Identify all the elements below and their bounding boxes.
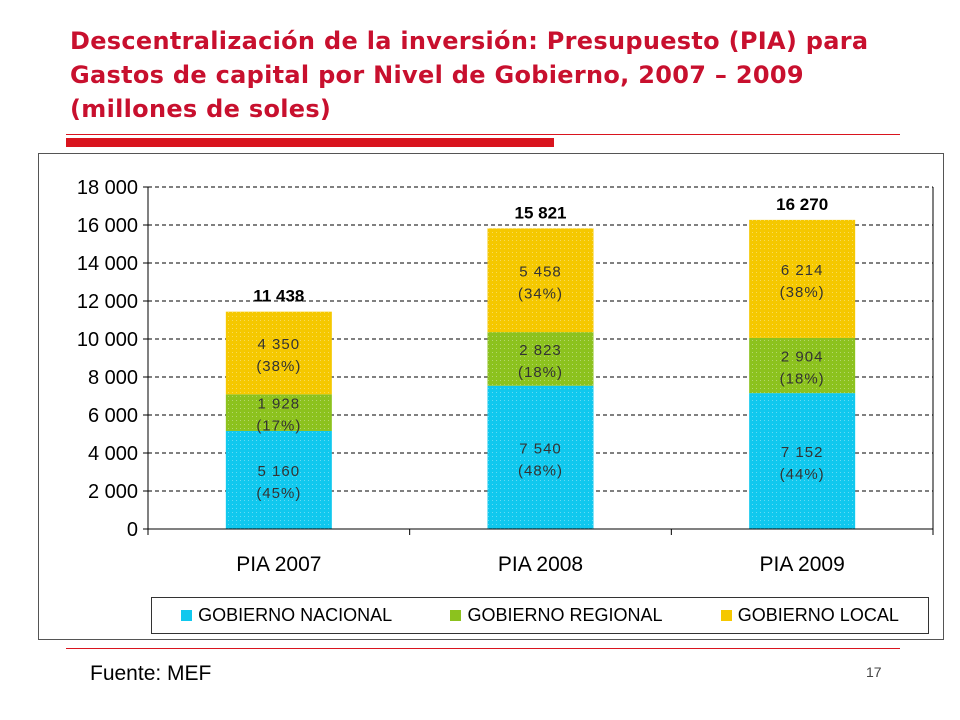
source-note: Fuente: MEF bbox=[90, 662, 212, 685]
data-label-share: (38%) bbox=[256, 358, 301, 375]
title-underline-thin bbox=[66, 134, 900, 135]
legend-label-regional: GOBIERNO REGIONAL bbox=[467, 605, 663, 625]
legend-swatch-nacional bbox=[181, 610, 193, 621]
bar-total-label: 16 270 bbox=[776, 195, 828, 214]
legend-item-local: GOBIERNO LOCAL bbox=[720, 605, 899, 626]
data-label-value: 5 160 bbox=[258, 463, 301, 480]
y-tick-label: 18 000 bbox=[77, 177, 138, 199]
bar-segment-texture bbox=[749, 337, 856, 394]
data-label-share: (45%) bbox=[256, 485, 301, 502]
x-tick-label: PIA 2007 bbox=[236, 553, 321, 576]
data-label-share: (34%) bbox=[518, 285, 563, 302]
footer-rule bbox=[66, 648, 900, 649]
x-tick-label: PIA 2009 bbox=[760, 553, 845, 576]
x-tick-label: PIA 2008 bbox=[498, 553, 583, 576]
y-tick-label: 0 bbox=[127, 519, 138, 541]
data-label-share: (44%) bbox=[780, 466, 825, 483]
data-label-value: 2 904 bbox=[781, 349, 824, 366]
bar-segment-texture bbox=[749, 393, 856, 529]
legend-item-regional: GOBIERNO REGIONAL bbox=[450, 605, 663, 626]
y-tick-label: 16 000 bbox=[77, 215, 138, 237]
legend-swatch-local bbox=[720, 610, 732, 621]
legend-swatch-regional bbox=[450, 610, 462, 621]
y-tick-label: 4 000 bbox=[88, 443, 138, 465]
data-label-value: 4 350 bbox=[258, 336, 301, 353]
y-tick-label: 8 000 bbox=[88, 367, 138, 389]
slide-title: Descentralización de la inversión: Presu… bbox=[70, 27, 869, 123]
y-tick-label: 6 000 bbox=[88, 405, 138, 427]
data-label-value: 6 214 bbox=[781, 262, 824, 279]
data-label-value: 7 540 bbox=[519, 440, 562, 457]
title-underline-thick bbox=[66, 138, 554, 147]
bar-segment-texture bbox=[487, 385, 594, 529]
data-label-share: (17%) bbox=[256, 418, 301, 435]
bar-segment-texture bbox=[225, 394, 332, 431]
data-label-value: 5 458 bbox=[519, 263, 562, 280]
y-tick-label: 14 000 bbox=[77, 253, 138, 275]
bar-segment-texture bbox=[487, 228, 594, 333]
bar-segment-texture bbox=[487, 332, 594, 386]
y-tick-label: 12 000 bbox=[77, 291, 138, 313]
data-label-value: 2 823 bbox=[519, 342, 562, 359]
data-label-value: 7 152 bbox=[781, 444, 824, 461]
data-label-value: 1 928 bbox=[258, 396, 301, 413]
data-label-share: (48%) bbox=[518, 462, 563, 479]
data-label-share: (38%) bbox=[780, 284, 825, 301]
page-number: 17 bbox=[866, 664, 882, 680]
bar-segment-texture bbox=[225, 430, 332, 529]
data-label-share: (18%) bbox=[780, 371, 825, 388]
y-tick-label: 10 000 bbox=[77, 329, 138, 351]
legend-item-nacional: GOBIERNO NACIONAL bbox=[181, 605, 392, 626]
bar-segment-texture bbox=[225, 311, 332, 395]
legend-label-local: GOBIERNO LOCAL bbox=[737, 605, 899, 625]
chart-legend: GOBIERNO NACIONAL GOBIERNO REGIONAL GOBI… bbox=[151, 597, 929, 634]
bar-total-label: 15 821 bbox=[515, 203, 567, 222]
data-label-share: (18%) bbox=[518, 364, 563, 381]
bar-segment-texture bbox=[749, 219, 856, 338]
bar-total-label: 11 438 bbox=[253, 287, 304, 306]
y-tick-label: 2 000 bbox=[88, 481, 138, 503]
legend-label-nacional: GOBIERNO NACIONAL bbox=[198, 605, 393, 625]
